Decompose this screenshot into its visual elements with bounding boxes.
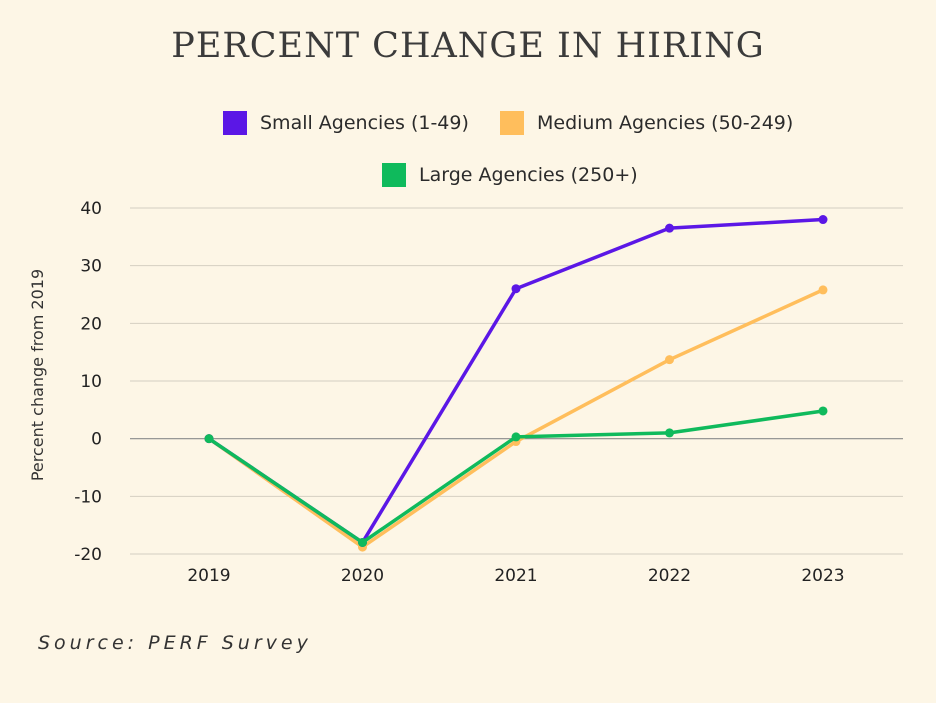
series-line-medium-agencies — [207, 288, 825, 549]
data-point-large-agencies — [358, 537, 367, 547]
legend-label-large-agencies: Large Agencies (250+) — [419, 164, 638, 186]
y-tick-label: -10 — [74, 487, 102, 507]
source-note: Source: PERF Survey — [38, 632, 312, 654]
x-tick-label: 2019 — [187, 566, 230, 586]
y-tick-label: -20 — [74, 545, 102, 565]
data-point-medium-agencies — [665, 355, 674, 365]
y-tick-label: 30 — [80, 257, 102, 277]
legend-swatch-medium-agencies — [500, 111, 524, 135]
legend-label-small-agencies: Small Agencies (1-49) — [260, 112, 469, 134]
y-axis-title: Percent change from 2019 — [28, 269, 47, 481]
series-large-agencies — [204, 406, 828, 547]
data-point-large-agencies — [818, 406, 828, 416]
data-point-large-agencies — [665, 428, 674, 438]
y-axis-ticks: 40 30 20 10 0 -10 -20 — [74, 199, 102, 565]
chart-title: PERCENT CHANGE IN HIRING — [171, 26, 765, 66]
y-tick-label: 40 — [80, 199, 102, 219]
data-point-large-agencies — [511, 432, 521, 442]
series-lines — [204, 215, 828, 552]
data-point-small-agencies — [818, 215, 828, 225]
legend-swatch-small-agencies — [223, 111, 247, 135]
legend-swatch-large-agencies — [382, 163, 406, 187]
data-point-large-agencies — [204, 434, 214, 444]
legend-item-small-agencies: Small Agencies (1-49) — [223, 111, 469, 135]
x-tick-label: 2021 — [494, 566, 537, 586]
gridlines — [130, 207, 903, 555]
data-point-small-agencies — [511, 284, 521, 294]
data-point-medium-agencies — [818, 285, 828, 295]
legend-item-medium-agencies: Medium Agencies (50-249) — [500, 111, 793, 135]
series-medium-agencies — [204, 285, 828, 552]
y-tick-label: 0 — [91, 430, 102, 450]
x-tick-label: 2023 — [801, 566, 844, 586]
y-tick-label: 10 — [80, 372, 102, 392]
x-tick-label: 2020 — [341, 566, 384, 586]
x-tick-label: 2022 — [648, 566, 691, 586]
y-tick-label: 20 — [80, 314, 102, 334]
data-point-small-agencies — [665, 223, 674, 233]
x-axis-ticks: 2019 2020 2021 2022 2023 — [187, 566, 844, 586]
legend-label-medium-agencies: Medium Agencies (50-249) — [537, 112, 794, 134]
series-line-large-agencies — [207, 409, 825, 545]
legend-item-large-agencies: Large Agencies (250+) — [382, 163, 638, 187]
